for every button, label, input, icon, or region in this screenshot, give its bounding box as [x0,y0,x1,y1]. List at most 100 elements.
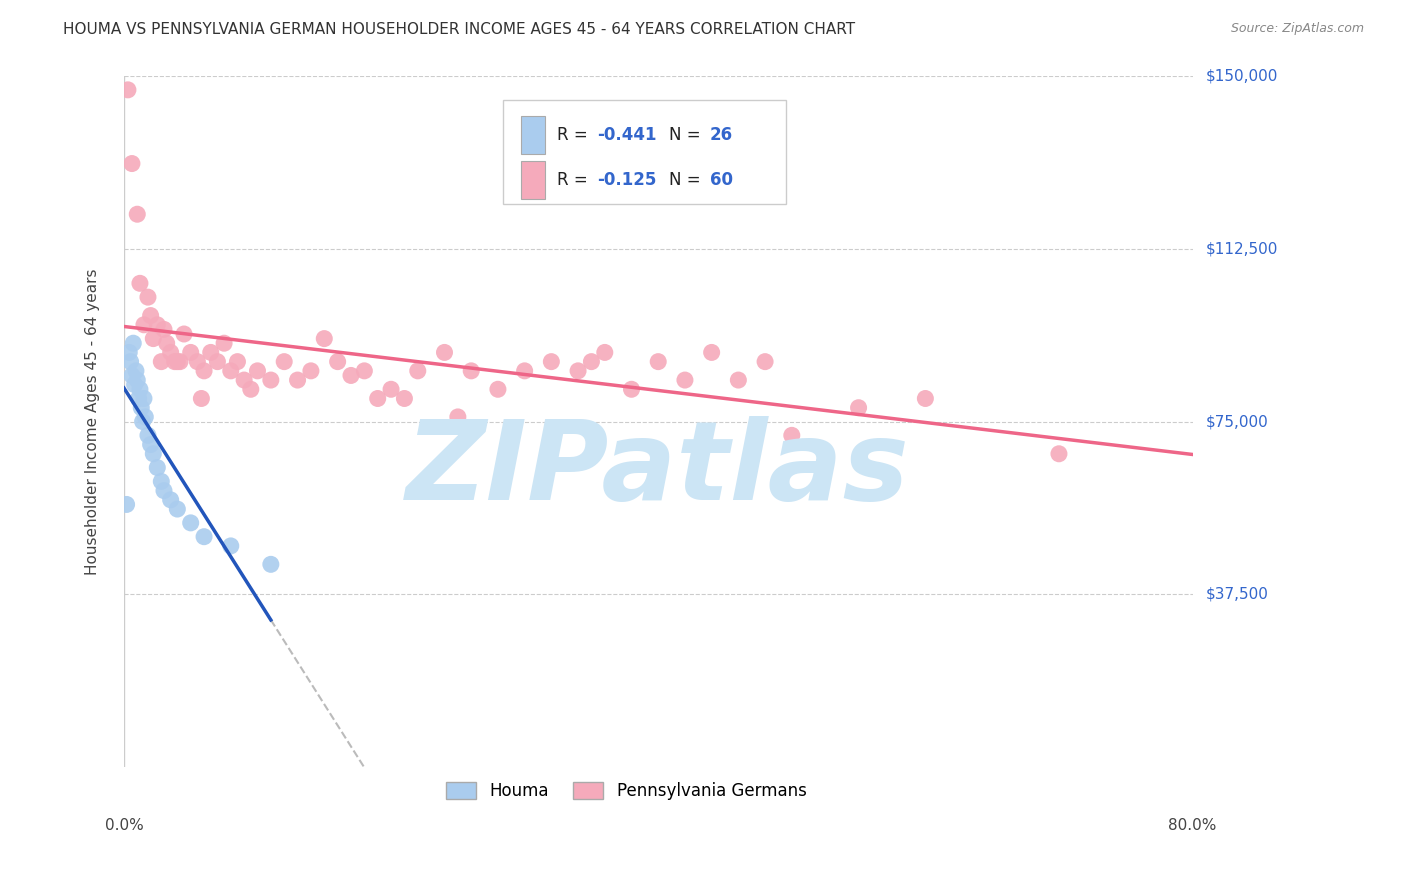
Bar [522,161,546,199]
Point [260,558,283,572]
Point [127,373,149,387]
Point [486,382,509,396]
Point [136,428,159,442]
Point [219,364,242,378]
Point [166,354,188,368]
Point [159,492,181,507]
Point [207,354,229,368]
Text: Source: ZipAtlas.com: Source: ZipAtlas.com [1230,22,1364,36]
Point [159,345,181,359]
Text: 0.0%: 0.0% [104,818,143,833]
Point [620,382,643,396]
Point [136,290,159,304]
Point [121,156,143,170]
Point [129,382,152,396]
Point [260,373,283,387]
Text: ZIPatlas: ZIPatlas [406,417,910,524]
Text: -0.441: -0.441 [598,126,657,144]
Text: $37,500: $37,500 [1206,587,1268,602]
Point [146,460,169,475]
Point [233,373,256,387]
Text: $112,500: $112,500 [1206,241,1278,256]
Point [153,483,176,498]
Point [193,530,215,544]
Point [146,318,169,332]
Point [117,83,139,97]
Point [226,354,249,368]
Point [142,332,165,346]
Point [156,336,179,351]
Point [567,364,589,378]
Point [326,354,349,368]
Text: $150,000: $150,000 [1206,69,1278,84]
Point [246,364,269,378]
Point [122,336,145,351]
Point [212,336,235,351]
Text: $75,000: $75,000 [1206,414,1268,429]
Point [186,354,208,368]
Point [129,277,152,291]
Legend: Houma, Pennsylvania Germans: Houma, Pennsylvania Germans [439,775,813,807]
FancyBboxPatch shape [503,100,786,204]
Point [433,345,456,359]
Y-axis label: Householder Income Ages 45 - 64 years: Householder Income Ages 45 - 64 years [86,268,100,574]
Point [581,354,603,368]
Point [129,401,152,415]
Point [150,475,173,489]
Point [380,382,402,396]
Point [163,354,186,368]
Point [287,373,309,387]
Point [132,392,155,406]
Point [180,516,202,530]
Point [219,539,242,553]
Text: 60: 60 [710,170,733,189]
Point [406,364,429,378]
Text: 26: 26 [710,126,733,144]
Point [128,392,150,406]
Point [132,318,155,332]
Point [142,447,165,461]
Point [727,373,749,387]
Point [125,364,148,378]
Text: N =: N = [669,170,706,189]
Point [394,392,416,406]
Point [754,354,776,368]
Point [190,392,212,406]
Point [200,345,222,359]
Point [314,332,336,346]
Text: R =: R = [557,126,593,144]
Point [1047,447,1070,461]
Point [367,392,389,406]
Point [139,309,162,323]
Point [848,401,870,415]
Point [166,502,188,516]
Point [121,368,143,383]
Text: 80.0%: 80.0% [1168,818,1216,833]
Point [150,354,173,368]
Text: HOUMA VS PENNSYLVANIA GERMAN HOUSEHOLDER INCOME AGES 45 - 64 YEARS CORRELATION C: HOUMA VS PENNSYLVANIA GERMAN HOUSEHOLDER… [63,22,855,37]
Point [780,428,803,442]
Point [914,392,936,406]
Text: R =: R = [557,170,593,189]
Bar [522,116,546,153]
Point [299,364,322,378]
Point [353,364,375,378]
Point [340,368,363,383]
Point [647,354,669,368]
Point [239,382,262,396]
Point [173,326,195,341]
Point [153,322,176,336]
Point [134,409,156,424]
Point [118,345,141,359]
Point [700,345,723,359]
Point [115,498,138,512]
Point [540,354,562,368]
Text: N =: N = [669,126,706,144]
Point [124,377,146,392]
Point [127,207,149,221]
Point [193,364,215,378]
Point [460,364,482,378]
Point [120,354,142,368]
Point [447,409,470,424]
Point [169,354,191,368]
